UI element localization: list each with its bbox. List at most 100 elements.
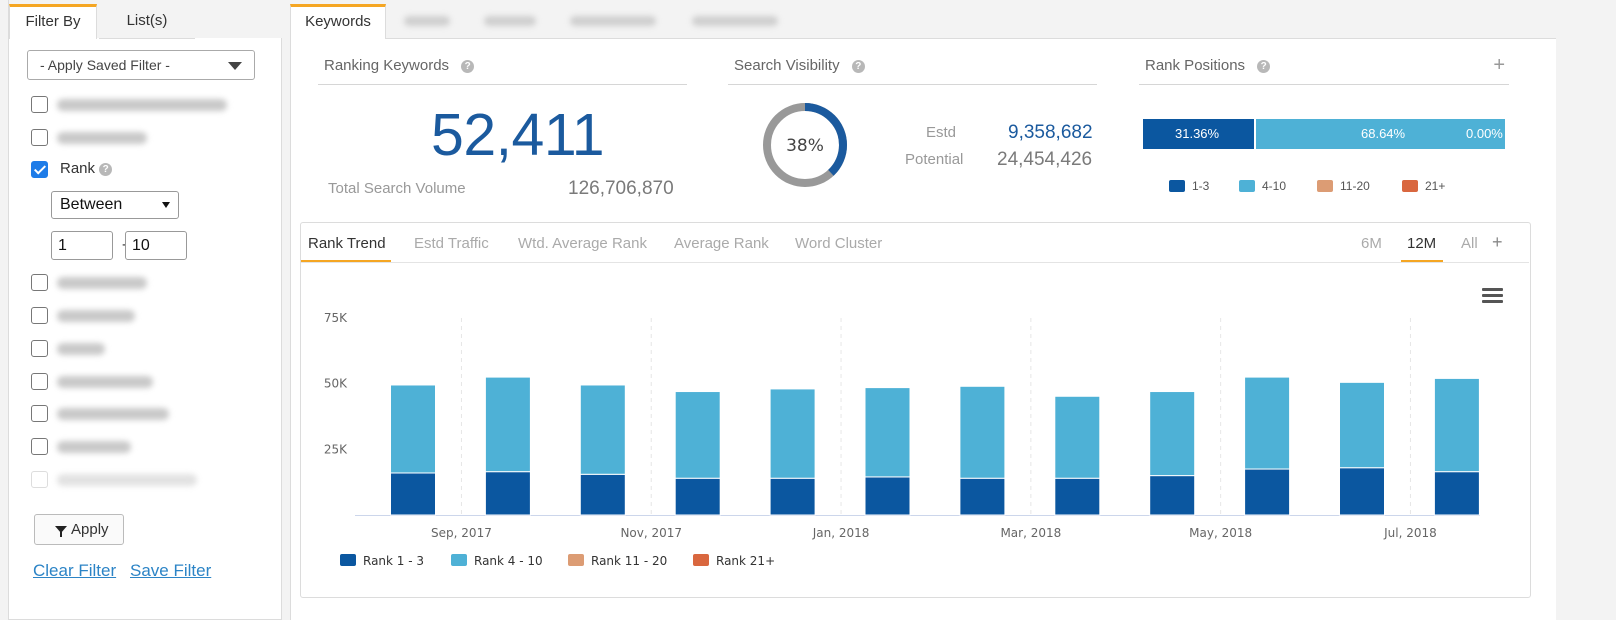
rank-positions-seg-11-20: 0.00% (1466, 126, 1503, 141)
filter-label-redacted (57, 376, 153, 388)
filter-label-redacted (57, 310, 135, 322)
tab-redacted[interactable] (692, 16, 778, 26)
filter-label-redacted (57, 408, 169, 420)
filter-row (31, 94, 261, 116)
rank-positions-seg-4-10: 68.64% (1256, 119, 1505, 149)
filter-row (31, 127, 261, 149)
ranking-keywords-value: 52,411 (431, 102, 605, 168)
legend-rank-1-3[interactable]: 1-3 (1169, 179, 1209, 193)
tab-estd-traffic[interactable]: Estd Traffic (414, 235, 489, 252)
bar-segment (579, 384, 626, 475)
legend-label: Rank 1 - 3 (363, 554, 424, 568)
legend-swatch (1402, 180, 1418, 192)
y-tick-label: 75K (324, 311, 348, 325)
tab-redacted[interactable] (404, 16, 450, 26)
expand-plus-icon[interactable]: + (1493, 54, 1505, 76)
estd-value: 9,358,682 (1008, 122, 1093, 143)
save-filter-link[interactable]: Save Filter (130, 561, 212, 580)
range-dash: - (122, 236, 127, 253)
help-icon[interactable]: ? (461, 60, 475, 73)
tab-average-rank[interactable]: Average Rank (674, 235, 769, 252)
legend-label: Rank 4 - 10 (474, 554, 543, 568)
donut-arc (763, 103, 847, 187)
sidebar-tabs: Filter By List(s) (9, 0, 283, 39)
bar-segment (1054, 477, 1101, 516)
filter-row (31, 469, 261, 491)
chart-menu-icon[interactable] (1482, 288, 1503, 304)
bar-segment (484, 471, 531, 516)
bar-segment (1433, 377, 1480, 473)
tab-redacted[interactable] (484, 16, 536, 26)
legend-rank-11-20[interactable]: 11-20 (1317, 179, 1370, 193)
legend-rank-4-10[interactable]: 4-10 (1239, 179, 1286, 193)
visibility-donut: 38% (763, 103, 847, 187)
filter-checkbox[interactable] (31, 274, 48, 291)
bar-segment (959, 477, 1006, 516)
bar-segment (484, 376, 531, 473)
filter-label-redacted (57, 99, 227, 111)
tab-word-cluster[interactable]: Word Cluster (795, 235, 883, 252)
rank-positions-title: Rank Positions ? + (1139, 54, 1509, 85)
tab-redacted[interactable] (570, 16, 656, 26)
potential-label: Potential (905, 151, 964, 168)
donut-percent: 38% (786, 136, 824, 156)
range-12m[interactable]: 12M (1407, 235, 1437, 252)
rank-positions-seg-1-3: 31.36% (1143, 119, 1254, 149)
rank-checkbox[interactable] (31, 161, 48, 178)
rank-operator-select[interactable]: Between (51, 191, 179, 219)
filter-label-redacted (57, 277, 147, 289)
tab-rank-trend[interactable]: Rank Trend (308, 235, 386, 252)
legend-swatch (568, 554, 584, 566)
legend-swatch (340, 554, 356, 566)
rank-to-input[interactable]: 10 (125, 231, 187, 260)
filter-checkbox[interactable] (31, 405, 48, 422)
filter-checkbox[interactable] (31, 129, 48, 146)
bar-segment (959, 385, 1006, 479)
x-tick-label: Jan, 2018 (812, 526, 870, 540)
bar-segment (1244, 376, 1291, 470)
help-icon[interactable]: ? (851, 60, 865, 73)
tab-filter-by[interactable]: Filter By (9, 4, 97, 39)
filter-checkbox[interactable] (31, 340, 48, 357)
ranking-keywords-title: Ranking Keywords ? (318, 57, 687, 85)
filter-checkbox-disabled (31, 471, 48, 488)
filter-label-redacted (57, 343, 105, 355)
x-tick-label: Jul, 2018 (1383, 526, 1437, 540)
legend-swatch (451, 554, 467, 566)
tab-wtd-average-rank[interactable]: Wtd. Average Rank (518, 235, 647, 252)
tab-lists[interactable]: List(s) (99, 4, 195, 39)
y-tick-label: 50K (324, 377, 348, 391)
bar-segment (1433, 471, 1480, 516)
bar-segment (1339, 467, 1385, 516)
bar-segment (1054, 395, 1101, 479)
filter-checkbox[interactable] (31, 373, 48, 390)
total-search-volume-value: 126,706,870 (568, 178, 674, 199)
saved-filter-select[interactable]: - Apply Saved Filter - (27, 50, 255, 80)
filter-checkbox[interactable] (31, 307, 48, 324)
bar-segment (1149, 475, 1196, 516)
estd-label: Estd (926, 124, 957, 141)
clear-filter-link[interactable]: Clear Filter (33, 561, 117, 580)
filter-sidebar: Filter By List(s) - Apply Saved Filter -… (8, 0, 283, 620)
x-tick-label: May, 2018 (1189, 526, 1252, 540)
x-tick-label: Mar, 2018 (1000, 526, 1061, 540)
add-range-plus-icon[interactable]: + (1492, 232, 1503, 252)
rank-from-input[interactable]: 1 (51, 231, 113, 260)
filter-label-redacted (57, 474, 197, 486)
filter-checkbox[interactable] (31, 438, 48, 455)
bar-segment (674, 477, 721, 516)
help-icon[interactable]: ? (99, 163, 113, 176)
help-icon[interactable]: ? (1257, 60, 1271, 73)
filter-checkbox[interactable] (31, 96, 48, 113)
bar-segment (864, 387, 911, 478)
chevron-down-icon (228, 62, 242, 70)
legend-rank-21-plus[interactable]: 21+ (1402, 179, 1445, 193)
range-all[interactable]: All (1461, 235, 1478, 252)
range-6m[interactable]: 6M (1361, 235, 1382, 252)
x-tick-label: Nov, 2017 (620, 526, 682, 540)
main-tabbar: Keywords (290, 0, 1556, 40)
total-search-volume-label: Total Search Volume (328, 180, 466, 197)
bar-segment (1244, 468, 1291, 516)
tab-keywords[interactable]: Keywords (290, 4, 386, 40)
apply-button[interactable]: Apply (34, 514, 124, 545)
